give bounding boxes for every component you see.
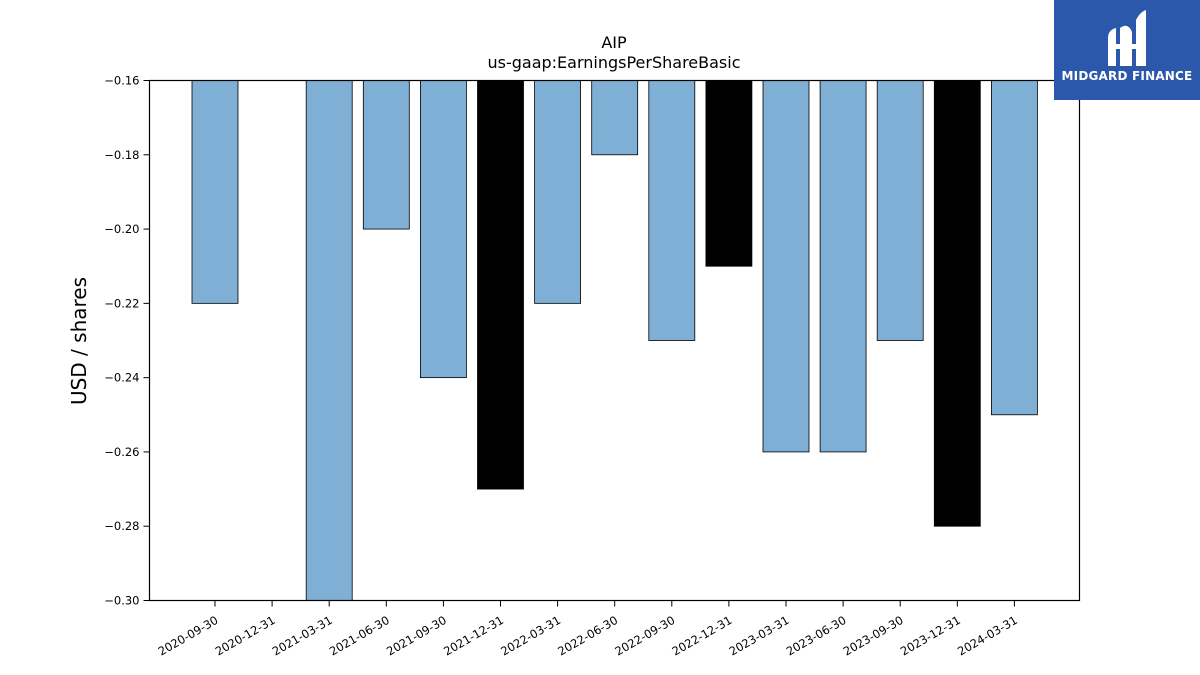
bar	[591, 80, 639, 156]
midgard-logo-icon	[1108, 10, 1146, 66]
y-tick-label: −0.22	[104, 296, 139, 310]
x-tick-label: 2022-12-31	[670, 613, 735, 659]
x-tick-label: 2021-12-31	[441, 613, 506, 659]
bar	[876, 80, 924, 341]
bar	[819, 80, 867, 453]
x-axis: 2020-09-302020-12-312021-03-312021-06-30…	[156, 600, 1020, 659]
y-tick-label: −0.30	[104, 594, 139, 608]
x-tick-label: 2022-06-30	[555, 613, 620, 659]
x-tick-label: 2023-06-30	[784, 613, 849, 659]
x-tick-label: 2020-12-31	[213, 613, 278, 659]
y-tick-label: −0.24	[104, 371, 139, 385]
bar	[991, 80, 1038, 416]
y-tick-label: −0.26	[104, 445, 139, 459]
bar	[419, 80, 467, 379]
y-axis: −0.16 −0.18 −0.20 −0.22 −0.24 −0.26 −0.28 −0.30	[104, 74, 150, 608]
y-axis-label: USD / shares	[67, 277, 91, 405]
y-tick-label: −0.18	[104, 148, 139, 162]
y-tick-label: −0.28	[104, 519, 139, 533]
midgard-finance-logo: MIDGARD FINANCE	[1054, 0, 1200, 100]
bar	[933, 80, 981, 527]
bar	[705, 80, 753, 267]
x-tick-label: 2024-03-31	[955, 613, 1020, 659]
x-tick-label: 2021-09-30	[384, 613, 449, 659]
x-tick-label: 2022-09-30	[612, 613, 677, 659]
x-tick-label: 2023-03-31	[727, 613, 792, 659]
x-tick-label: 2023-09-30	[841, 613, 906, 659]
x-tick-label: 2022-03-31	[498, 613, 563, 659]
bar	[534, 80, 581, 304]
chart-title: AIP	[601, 33, 627, 52]
chart-subtitle: us-gaap:EarningsPerShareBasic	[487, 53, 740, 72]
bar	[191, 80, 239, 304]
x-tick-label: 2021-06-30	[327, 613, 392, 659]
x-tick-label: 2020-09-30	[156, 613, 221, 659]
y-tick-label: −0.20	[104, 222, 139, 236]
bar	[477, 80, 524, 490]
x-tick-label: 2023-12-31	[898, 613, 963, 659]
y-tick-label: −0.16	[104, 74, 139, 88]
bar	[762, 80, 810, 453]
x-tick-label: 2021-03-31	[270, 613, 335, 659]
bar	[648, 80, 696, 341]
bar	[305, 80, 353, 601]
bars-layer	[191, 80, 1038, 601]
logo-text: MIDGARD FINANCE	[1061, 69, 1193, 83]
bar	[362, 80, 410, 230]
